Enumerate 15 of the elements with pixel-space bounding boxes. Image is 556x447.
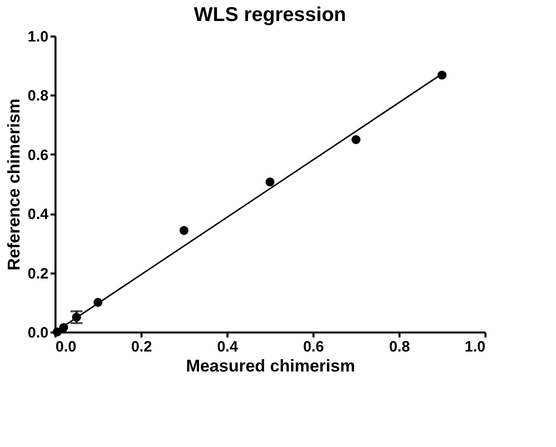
chart-title: WLS regression (194, 4, 346, 26)
x-tick-label: 0.8 (389, 338, 410, 356)
y-tick-label: 0.8 (28, 88, 48, 105)
y-axis-title: Reference chimerism (4, 98, 24, 270)
x-axis-title: Measured chimerism (186, 356, 356, 376)
y-tick-label: 0.0 (28, 324, 48, 342)
y-tick-label: 1.0 (28, 28, 48, 46)
x-tick-label: 1.0 (464, 338, 486, 356)
y-tick-label: 0.2 (28, 265, 48, 282)
x-tick-label: 0.6 (303, 338, 324, 356)
x-tick-label: 0.2 (131, 338, 152, 356)
y-tick-label: 0.6 (28, 146, 48, 164)
y-tick-label: 0.4 (28, 206, 50, 224)
x-tick-label: 0.4 (217, 338, 239, 356)
x-tick-label: 0.0 (56, 338, 76, 356)
